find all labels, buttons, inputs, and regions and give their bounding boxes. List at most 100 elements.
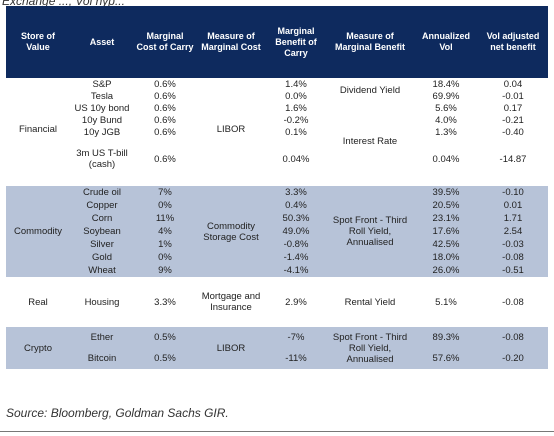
benefit-cell: 0.4% — [266, 199, 326, 212]
asset-cell: Housing — [70, 283, 134, 321]
vol-cell: 1.3% — [414, 126, 478, 138]
cost-cell: 9% — [134, 264, 196, 277]
asset-cell: Gold — [70, 251, 134, 264]
cost-cell: 0.6% — [134, 90, 196, 102]
net-cell: -0.51 — [478, 264, 548, 277]
net-cell: 0.04 — [478, 78, 548, 90]
benefit-cell: 1.6% — [266, 102, 326, 114]
benefit-cell: 2.9% — [266, 283, 326, 321]
cost-cell: 11% — [134, 212, 196, 225]
cost-cell: 0.6% — [134, 78, 196, 90]
net-cell: 1.71 — [478, 212, 548, 225]
net-cell: -0.03 — [478, 238, 548, 251]
table-row: Gold 0% -1.4% 18.0% -0.08 — [6, 251, 548, 264]
asset-cell: Silver — [70, 238, 134, 251]
table-row: Crypto Ether 0.5% LIBOR -7% Spot Front -… — [6, 327, 548, 369]
vol-cell: 23.1% — [414, 212, 478, 225]
benefit-cell: -4.1% — [266, 264, 326, 277]
table-row: 10y JGB 0.6% 0.1% 1.3% -0.40 — [6, 126, 548, 138]
vol-cell: 18.4% — [414, 78, 478, 90]
benefit-cell: 0.0% — [266, 90, 326, 102]
cost-cell: 4% — [134, 225, 196, 238]
cost-measure-financial: LIBOR — [196, 78, 266, 180]
vol-cell: 39.5% — [414, 186, 478, 199]
asset-cell: 10y JGB — [70, 126, 134, 138]
asset-cell: 3m US T-bill (cash) — [70, 138, 134, 180]
header-benefit: Marginal Benefit of Carry — [266, 6, 326, 78]
table-row: Bitcoin 0.5% -11% 57.6% -0.20 — [6, 348, 548, 369]
cost-cell: 0% — [134, 251, 196, 264]
header-benefit-measure: Measure of Marginal Benefit — [326, 6, 414, 78]
net-cell: -0.08 — [478, 327, 548, 348]
asset-cell: Wheat — [70, 264, 134, 277]
vol-cell: 5.6% — [414, 102, 478, 114]
benefit-cell: 3.3% — [266, 186, 326, 199]
vol-cell: 0.04% — [414, 138, 478, 180]
table-row: Commodity Crude oil 7% Commodity Storage… — [6, 186, 548, 277]
asset-cell: 10y Bund — [70, 114, 134, 126]
benefit-cell: -7% — [266, 327, 326, 348]
header-store: Store of Value — [6, 6, 70, 78]
vol-cell: 4.0% — [414, 114, 478, 126]
vol-cell: 17.6% — [414, 225, 478, 238]
cost-measure-crypto: LIBOR — [196, 327, 266, 369]
net-cell: -14.87 — [478, 138, 548, 180]
net-cell: -0.40 — [478, 126, 548, 138]
net-cell: -0.08 — [478, 283, 548, 321]
table-row: US 10y bond 0.6% 1.6% Interest Rate 5.6%… — [6, 102, 548, 180]
cost-cell: 0.5% — [134, 327, 196, 348]
net-cell: 2.54 — [478, 225, 548, 238]
cost-cell: 3.3% — [134, 283, 196, 321]
net-cell: -0.08 — [478, 251, 548, 264]
header-vol: Annualized Vol — [414, 6, 478, 78]
header-asset: Asset — [70, 6, 134, 78]
table-row: Corn 11% 50.3% 23.1% 1.71 — [6, 212, 548, 225]
store-crypto: Crypto — [6, 327, 70, 369]
net-cell: -0.20 — [478, 348, 548, 369]
benefit-measure-dividend: Dividend Yield — [326, 78, 414, 102]
benefit-cell: -1.4% — [266, 251, 326, 264]
benefit-cell: 0.04% — [266, 138, 326, 180]
asset-cell: Soybean — [70, 225, 134, 238]
vol-cell: 26.0% — [414, 264, 478, 277]
cost-cell: 0% — [134, 199, 196, 212]
cost-measure-commodity: Commodity Storage Cost — [196, 186, 266, 277]
table-row: 3m US T-bill (cash) 0.6% 0.04% 0.04% -14… — [6, 138, 548, 180]
cost-cell: 1% — [134, 238, 196, 251]
source-note: Source: Bloomberg, Goldman Sachs GIR. — [6, 406, 229, 420]
benefit-cell: 50.3% — [266, 212, 326, 225]
benefit-measure-commodity: Spot Front - Third Roll Yield, Annualise… — [326, 186, 414, 277]
store-real: Real — [6, 283, 70, 321]
store-financial: Financial — [6, 78, 70, 180]
benefit-measure-crypto: Spot Front - Third Roll Yield, Annualise… — [326, 327, 414, 369]
caption: Exchange ..., Vol hyp... — [2, 0, 125, 8]
header-cost-measure: Measure of Marginal Cost — [196, 6, 266, 78]
asset-cell: Copper — [70, 199, 134, 212]
benefit-cell: 0.1% — [266, 126, 326, 138]
table-row: Copper 0% 0.4% 20.5% 0.01 — [6, 199, 548, 212]
benefit-cell: 1.4% — [266, 78, 326, 90]
vol-cell: 5.1% — [414, 283, 478, 321]
benefit-measure-real: Rental Yield — [326, 283, 414, 321]
cost-cell: 0.6% — [134, 138, 196, 180]
benefit-cell: -0.8% — [266, 238, 326, 251]
header-cost: Marginal Cost of Carry — [134, 6, 196, 78]
benefit-measure-interest: Interest Rate — [326, 102, 414, 180]
cost-measure-real: Mortgage and Insurance — [196, 283, 266, 321]
table-row: Financial S&P 0.6% LIBOR 1.4% Dividend Y… — [6, 78, 548, 180]
table-row: Real Housing 3.3% Mortgage and Insurance… — [6, 283, 548, 321]
benefit-cell: -0.2% — [266, 114, 326, 126]
asset-cell: Ether — [70, 327, 134, 348]
vol-cell: 20.5% — [414, 199, 478, 212]
benefit-cell: -11% — [266, 348, 326, 369]
cost-cell: 0.6% — [134, 102, 196, 114]
cost-cell: 0.5% — [134, 348, 196, 369]
net-cell: -0.10 — [478, 186, 548, 199]
store-of-value-table: Store of Value Asset Marginal Cost of Ca… — [6, 6, 548, 369]
store-commodity: Commodity — [6, 186, 70, 277]
asset-cell: Corn — [70, 212, 134, 225]
table-row: Wheat 9% -4.1% 26.0% -0.51 — [6, 264, 548, 277]
asset-cell: US 10y bond — [70, 102, 134, 114]
vol-cell: 69.9% — [414, 90, 478, 102]
vol-cell: 18.0% — [414, 251, 478, 264]
